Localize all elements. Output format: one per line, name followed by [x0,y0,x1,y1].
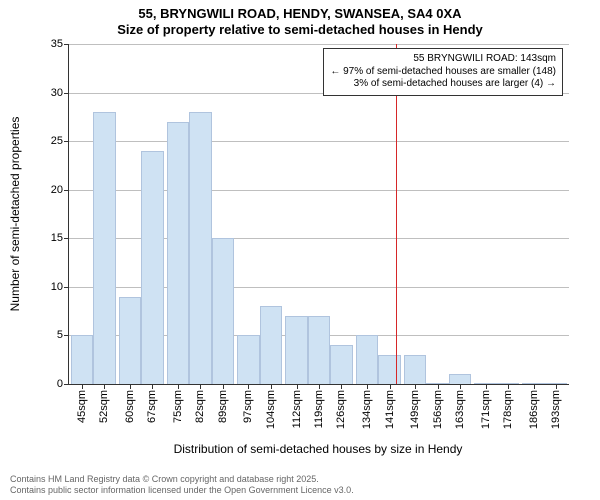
x-tick-mark [82,384,83,389]
x-tick-mark [508,384,509,389]
chart-title: 55, BRYNGWILI ROAD, HENDY, SWANSEA, SA4 … [0,0,600,39]
histogram-bar [119,297,142,384]
footer-line1: Contains HM Land Registry data © Crown c… [10,474,354,485]
x-tick-label: 163sqm [454,390,466,429]
x-tick-mark [248,384,249,389]
y-tick-label: 10 [51,281,63,293]
x-tick-mark [104,384,105,389]
histogram-bar [404,355,427,384]
histogram-bar [308,316,331,384]
histogram-bar [71,335,94,384]
x-tick-label: 141sqm [384,390,396,429]
y-tick-mark [64,384,69,385]
x-tick-mark [271,384,272,389]
y-tick-label: 25 [51,135,63,147]
x-tick-label: 149sqm [409,390,421,429]
x-axis-label: Distribution of semi-detached houses by … [174,442,463,456]
y-axis-label: Number of semi-detached properties [8,117,22,312]
y-tick-label: 30 [51,87,63,99]
title-line2: Size of property relative to semi-detach… [0,22,600,38]
x-tick-mark [367,384,368,389]
y-tick-mark [64,335,69,336]
x-tick-mark [460,384,461,389]
x-tick-label: 97sqm [242,390,254,423]
x-tick-mark [341,384,342,389]
x-tick-label: 126sqm [335,390,347,429]
histogram-bar [356,335,379,384]
x-tick-mark [415,384,416,389]
y-tick-label: 5 [57,329,63,341]
x-tick-label: 75sqm [172,390,184,423]
y-tick-mark [64,238,69,239]
x-tick-label: 178sqm [502,390,514,429]
x-tick-mark [319,384,320,389]
y-tick-label: 35 [51,38,63,50]
y-tick-mark [64,93,69,94]
annotation-line: 55 BRYNGWILI ROAD: 143sqm [330,53,556,66]
plot-area: 0510152025303545sqm52sqm60sqm67sqm75sqm8… [68,44,569,385]
x-tick-mark [152,384,153,389]
histogram-bar [93,112,116,384]
x-tick-label: 112sqm [291,390,303,428]
chart-container: 55, BRYNGWILI ROAD, HENDY, SWANSEA, SA4 … [0,0,600,500]
x-tick-mark [390,384,391,389]
y-tick-mark [64,190,69,191]
x-tick-mark [556,384,557,389]
y-tick-label: 0 [57,378,63,390]
attribution-footer: Contains HM Land Registry data © Crown c… [10,474,354,497]
x-tick-label: 45sqm [76,390,88,423]
x-tick-mark [200,384,201,389]
x-tick-label: 60sqm [124,390,136,423]
x-tick-label: 119sqm [313,390,325,428]
annotation-box: 55 BRYNGWILI ROAD: 143sqm← 97% of semi-d… [323,48,563,96]
y-tick-mark [64,141,69,142]
x-tick-mark [130,384,131,389]
title-line1: 55, BRYNGWILI ROAD, HENDY, SWANSEA, SA4 … [0,6,600,22]
x-tick-mark [486,384,487,389]
y-tick-label: 20 [51,184,63,196]
x-tick-label: 134sqm [361,390,373,429]
x-tick-label: 82sqm [194,390,206,423]
histogram-bar [141,151,164,384]
histogram-bar [237,335,260,384]
x-tick-label: 104sqm [265,390,277,429]
histogram-bar [330,345,353,384]
x-tick-mark [223,384,224,389]
histogram-bar [260,306,283,384]
x-tick-label: 89sqm [217,390,229,423]
histogram-bar [378,355,401,384]
x-tick-label: 67sqm [146,390,158,423]
x-tick-label: 52sqm [98,390,110,423]
y-tick-mark [64,44,69,45]
x-tick-label: 156sqm [432,390,444,429]
annotation-line: ← 97% of semi-detached houses are smalle… [330,66,556,79]
x-tick-label: 186sqm [528,390,540,429]
x-tick-label: 171sqm [480,390,492,429]
histogram-bar [285,316,308,384]
x-tick-mark [178,384,179,389]
footer-line2: Contains public sector information licen… [10,485,354,496]
annotation-line: 3% of semi-detached houses are larger (4… [330,78,556,91]
x-tick-mark [534,384,535,389]
x-tick-mark [438,384,439,389]
histogram-bar [212,238,235,384]
gridline [69,141,569,142]
histogram-bar [167,122,190,384]
y-tick-mark [64,287,69,288]
gridline [69,44,569,45]
histogram-bar [189,112,212,384]
y-tick-label: 15 [51,232,63,244]
x-tick-label: 193sqm [550,390,562,429]
histogram-bar [449,374,472,384]
x-tick-mark [297,384,298,389]
